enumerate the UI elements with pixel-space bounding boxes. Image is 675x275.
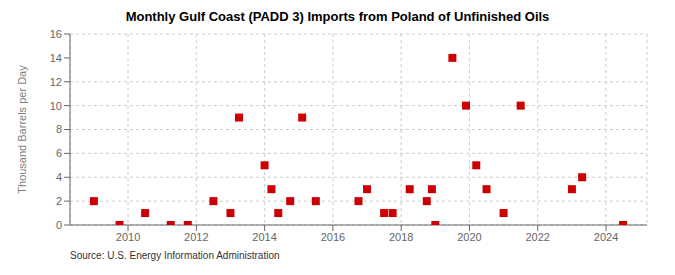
svg-text:2022: 2022 (526, 231, 550, 243)
svg-text:2: 2 (56, 195, 62, 207)
svg-text:8: 8 (56, 123, 62, 135)
svg-text:16: 16 (50, 28, 62, 40)
html-text:Source: U.S. Energy Informatio: Source: U.S. Energy Information Administ… (70, 250, 280, 261)
svg-text:2014: 2014 (252, 231, 276, 243)
svg-text:10: 10 (50, 100, 62, 112)
html-text:Monthly Gulf Coast (PADD 3) Im: Monthly Gulf Coast (PADD 3) Imports from… (125, 9, 550, 24)
svg-text:Thousand Barrels per Day: Thousand Barrels per Day (16, 65, 28, 194)
svg-text:2012: 2012 (184, 231, 208, 243)
svg-text:2024: 2024 (594, 231, 618, 243)
svg-text:14: 14 (50, 52, 62, 64)
svg-text:2016: 2016 (321, 231, 345, 243)
svg-text:2018: 2018 (389, 231, 413, 243)
svg-text:4: 4 (56, 171, 62, 183)
svg-text:2010: 2010 (116, 231, 140, 243)
svg-text:12: 12 (50, 76, 62, 88)
svg-text:6: 6 (56, 147, 62, 159)
svg-text:0: 0 (56, 219, 62, 231)
svg-text:2020: 2020 (457, 231, 481, 243)
